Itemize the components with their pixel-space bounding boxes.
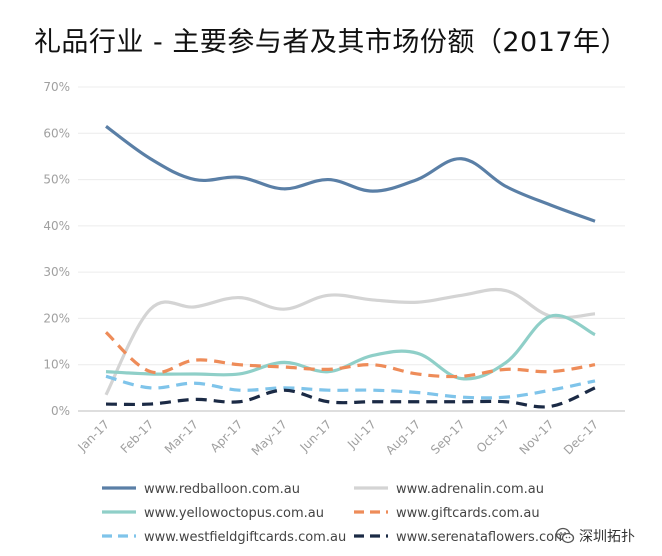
legend-label: www.adrenalin.com.au <box>396 482 544 497</box>
x-tick-label: Jan-17 <box>75 417 113 455</box>
y-tick-label: 70% <box>43 80 70 94</box>
legend-label: www.redballoon.com.au <box>144 482 300 497</box>
series-line-3 <box>105 313 596 381</box>
x-tick-label: Dec-17 <box>561 417 601 457</box>
y-tick-label: 50% <box>43 173 70 187</box>
x-tick-label: Nov-17 <box>517 417 557 457</box>
x-tick-label: Mar-17 <box>162 417 201 456</box>
x-tick-label: Aug-17 <box>383 417 423 457</box>
y-tick-label: 40% <box>43 219 70 233</box>
legend-label: www.westfieldgiftcards.com.au <box>144 530 346 545</box>
legend-label: www.yellowoctopus.com.au <box>144 506 324 521</box>
x-tick-label: Apr-17 <box>208 417 246 455</box>
series-line-1 <box>105 125 596 223</box>
legend-label: www.giftcards.com.au <box>396 506 540 521</box>
y-tick-label: 30% <box>43 265 70 279</box>
y-tick-label: 20% <box>43 311 70 325</box>
x-axis-labels: Jan-17 Feb-17 Mar-17 Apr-17 May-17 Jun-17 Jul-… <box>75 417 602 458</box>
series-lines <box>104 125 596 409</box>
watermark-text: 深圳拓扑 <box>579 529 635 545</box>
series-line-2 <box>104 287 596 396</box>
chart-title: 礼品行业 - 主要参与者及其市场份额（2017年） <box>33 27 629 58</box>
wechat-icon <box>555 527 575 544</box>
y-axis-labels: 0% 10% 20% 30% 40% 50% 60% 70% <box>43 80 70 418</box>
y-tick-label: 10% <box>43 358 70 372</box>
x-tick-label: Feb-17 <box>118 417 157 456</box>
x-tick-label: Oct-17 <box>474 417 512 455</box>
series-line-5 <box>105 374 596 400</box>
series-line-4 <box>104 331 596 379</box>
y-tick-label: 60% <box>43 126 70 140</box>
legend-label: www.serenataflowers.com <box>396 530 567 545</box>
x-tick-label: Sep-17 <box>428 417 468 457</box>
x-tick-label: Jun-17 <box>297 417 335 455</box>
legend: www.redballoon.com.au www.adrenalin.com.a… <box>102 482 567 545</box>
x-tick-label: Jul-17 <box>344 417 379 452</box>
y-tick-label: 0% <box>51 404 70 418</box>
watermark: 深圳拓扑 <box>555 525 635 547</box>
series-line-6 <box>105 386 596 409</box>
x-tick-label: May-17 <box>249 417 290 458</box>
